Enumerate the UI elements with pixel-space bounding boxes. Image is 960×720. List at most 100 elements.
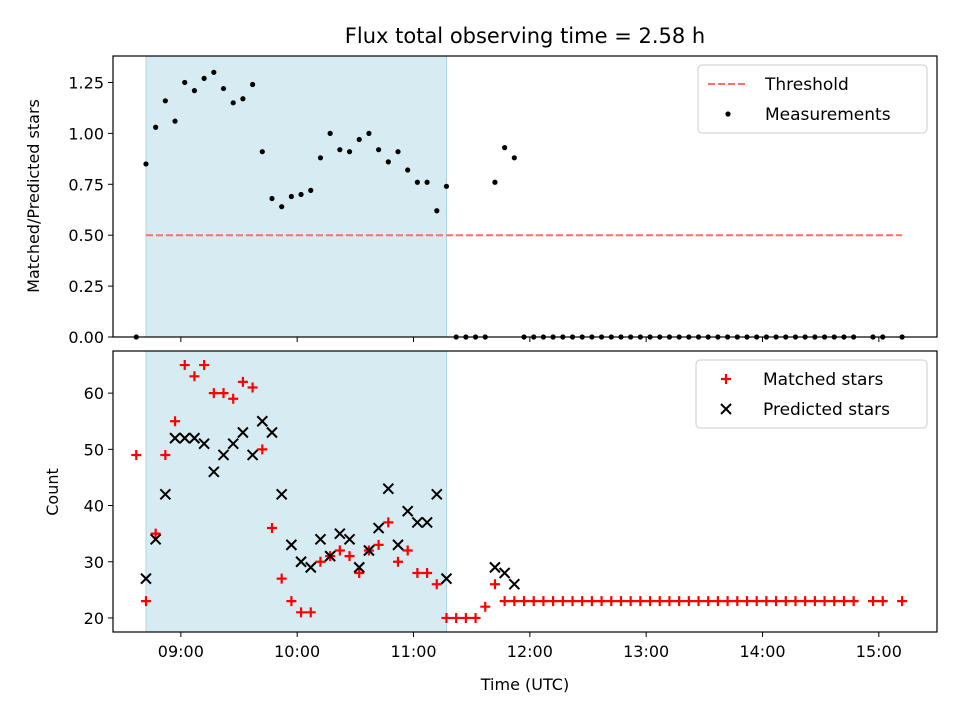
data-point (567, 596, 578, 607)
data-point (317, 155, 324, 161)
data-point (140, 596, 151, 607)
data-point (366, 130, 372, 136)
data-point (411, 516, 424, 529)
data-point (519, 596, 530, 607)
data-point (276, 573, 287, 584)
data-point (247, 382, 258, 393)
data-point (337, 147, 343, 153)
data-point (179, 360, 190, 371)
data-point (153, 124, 159, 130)
legend-label: Threshold (764, 75, 849, 95)
data-point (538, 596, 549, 607)
data-point (405, 167, 411, 173)
data-point (382, 482, 395, 495)
data-point (577, 596, 588, 607)
data-point (266, 426, 278, 439)
data-point (220, 85, 227, 92)
data-point (308, 187, 314, 193)
data-point (354, 567, 365, 578)
data-point (191, 88, 198, 94)
data-point (606, 596, 617, 607)
data-point (492, 179, 498, 185)
data-point (343, 533, 356, 545)
legend-marker (720, 403, 732, 415)
data-point (392, 539, 404, 551)
x-tick-label: 09:00 (158, 642, 204, 661)
data-point (334, 527, 346, 540)
data-point (625, 596, 636, 607)
data-point (460, 612, 471, 623)
data-point (635, 596, 646, 607)
data-point (528, 596, 539, 607)
data-point (363, 544, 375, 557)
data-point (189, 371, 200, 382)
data-point (509, 596, 520, 607)
y-tick-label: 60 (84, 384, 104, 403)
y-tick-label: 50 (84, 440, 104, 459)
data-point (431, 579, 442, 590)
legend-label: Measurements (765, 105, 891, 125)
y-tick-label: 1.25 (68, 73, 104, 92)
data-point (211, 69, 217, 75)
y-tick-label: 0.50 (68, 226, 104, 245)
data-point (285, 539, 298, 551)
data-point (615, 596, 626, 607)
data-point (511, 155, 517, 161)
data-point (246, 449, 259, 461)
data-point (502, 145, 508, 151)
legend-box (697, 64, 928, 134)
data-point (298, 191, 304, 198)
bottom-panel: 20 30 40 50 60 09:00 10:00 11:00 12:00 13:00 14:00… (84, 350, 938, 661)
data-point (305, 607, 316, 618)
data-point (800, 596, 811, 607)
data-point (160, 449, 171, 460)
y-tick-label: 0.25 (68, 277, 104, 296)
data-point (257, 444, 268, 455)
y-tick-label: 1.00 (68, 124, 104, 143)
data-point (480, 601, 491, 612)
legend-box (695, 359, 928, 429)
shaded-interval (145, 350, 447, 633)
data-point (385, 159, 391, 165)
bottom-ylabel: Count (43, 468, 62, 516)
data-point (422, 567, 433, 578)
data-point (596, 596, 607, 607)
data-point (305, 561, 317, 574)
data-point (356, 136, 362, 143)
axes-frame (112, 350, 938, 633)
legend-label: Predicted stars (763, 400, 890, 420)
data-point (149, 533, 162, 545)
data-point (373, 539, 384, 550)
data-point (275, 488, 288, 501)
data-point (288, 193, 294, 200)
legend-marker (725, 111, 731, 117)
data-point (819, 596, 830, 607)
data-point (401, 505, 414, 517)
bottom-xlabel: Time (UTC) (480, 675, 569, 694)
y-tick-label: 0.75 (68, 175, 104, 194)
data-point (434, 208, 440, 214)
data-point (286, 596, 297, 607)
data-point (809, 596, 820, 607)
data-point (451, 612, 462, 623)
data-point (240, 96, 246, 102)
y-tick-label: 40 (84, 497, 104, 516)
x-tick-label: 10:00 (274, 642, 320, 661)
data-point (441, 612, 452, 623)
data-point (376, 147, 382, 153)
y-tick-label: 30 (84, 553, 104, 572)
data-point (188, 432, 201, 444)
x-tick-label: 11:00 (390, 642, 436, 661)
data-point (237, 376, 248, 387)
data-point (208, 388, 219, 399)
data-point (228, 393, 239, 404)
data-point (353, 561, 365, 574)
data-point (230, 100, 236, 106)
data-point (654, 596, 665, 607)
data-point (421, 516, 433, 529)
data-point (586, 596, 597, 607)
data-point (179, 432, 191, 444)
data-point (499, 596, 510, 607)
data-point (548, 596, 559, 607)
